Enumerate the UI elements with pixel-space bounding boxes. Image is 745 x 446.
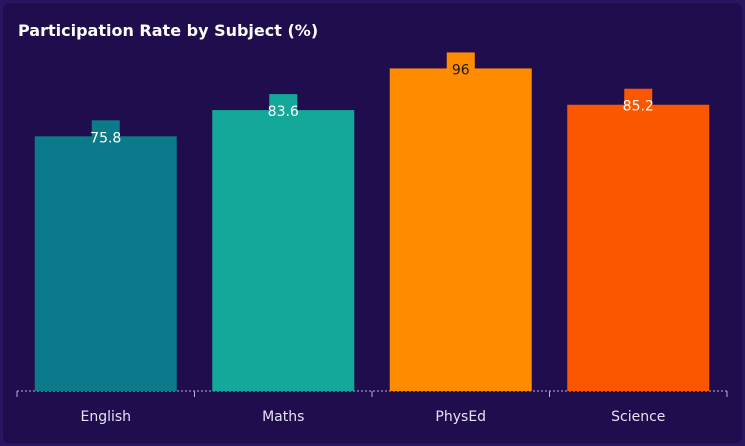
data-label-tab <box>269 94 298 113</box>
bar-maths[interactable] <box>212 110 355 391</box>
x-tick-label: PhysEd <box>435 409 486 425</box>
x-tick-label: English <box>80 409 131 425</box>
chart-title: Participation Rate by Subject (%) <box>18 21 319 40</box>
bar-physed[interactable] <box>389 68 532 391</box>
data-label-science: 85.2 <box>623 99 654 115</box>
x-tick-label: Maths <box>262 409 304 425</box>
data-label-physed: 96 <box>452 62 470 78</box>
data-label-maths: 83.6 <box>268 104 299 120</box>
bar-science[interactable] <box>567 104 710 391</box>
bar-english[interactable] <box>34 136 177 391</box>
x-tick-label: Science <box>611 409 665 425</box>
data-label-tab <box>91 120 120 139</box>
data-label-tab <box>624 88 653 107</box>
data-label-english: 75.8 <box>90 130 121 146</box>
data-label-tab <box>446 52 475 71</box>
